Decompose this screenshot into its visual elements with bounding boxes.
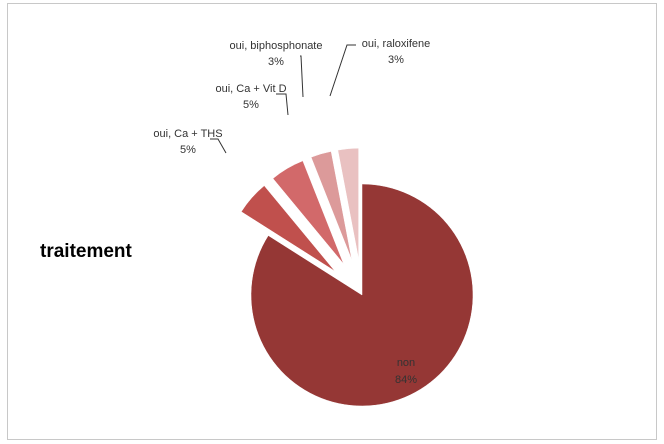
leader-line [300, 55, 304, 98]
slice-percent-label: 5% [243, 99, 259, 111]
chart-title: traitement [40, 241, 132, 262]
slice-label: oui, Ca + THS [153, 128, 222, 140]
slice-percent-label: 84% [395, 374, 417, 386]
slice-label: oui, biphosphonate [230, 40, 323, 52]
slice-label: non [397, 357, 415, 369]
slice-label: oui, raloxifene [362, 38, 431, 50]
pie-slice-oui-raloxifene [337, 147, 359, 260]
pie-slice-oui-biphosphonate [310, 151, 353, 261]
slice-percent-label: 3% [388, 54, 404, 66]
slice-percent-label: 3% [268, 56, 284, 68]
leader-line [329, 44, 356, 97]
slice-percent-label: 5% [180, 144, 196, 156]
leader-line [210, 138, 227, 154]
pie-slice-oui-ca-vit-d [272, 160, 344, 265]
leader-line [276, 93, 289, 116]
pie-slice-non [250, 183, 474, 407]
pie-slice-oui-ca-ths [240, 185, 336, 272]
slice-label: oui, Ca + Vit D [215, 83, 286, 95]
